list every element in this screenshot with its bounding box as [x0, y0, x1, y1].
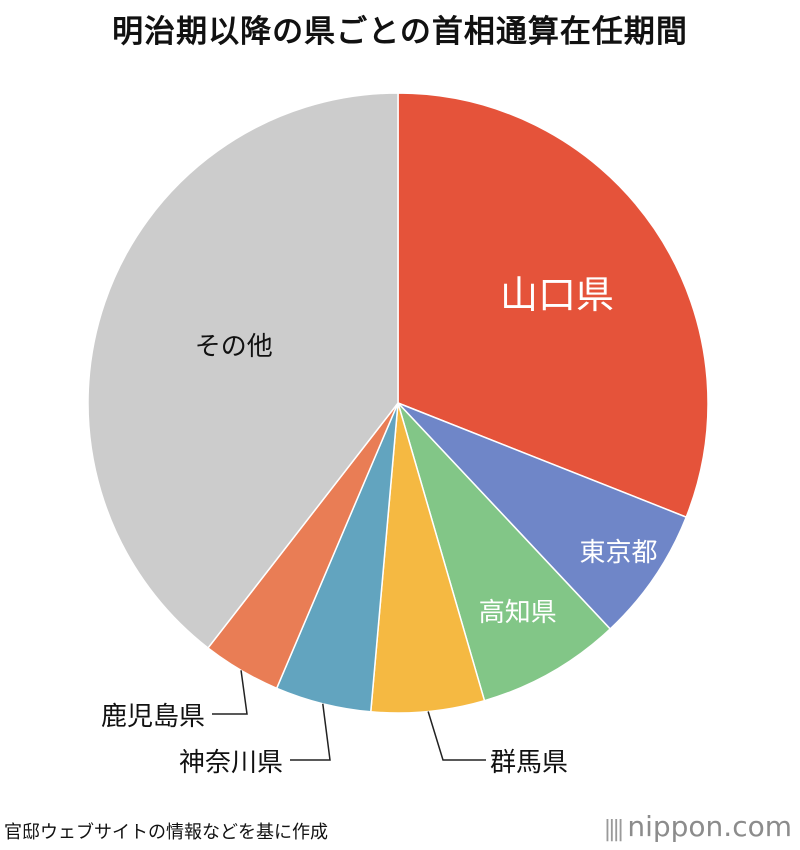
- slice-wedge-2: [397, 402, 612, 702]
- chart-title: 明治期以降の県ごとの首相通算在任期間: [112, 14, 688, 50]
- slice-label-0: 山口県: [500, 273, 614, 317]
- slice-leader-5: [212, 670, 248, 715]
- brand-bars-icon: ||||: [603, 817, 625, 842]
- slice-label-4: 神奈川県: [179, 748, 283, 778]
- slice-label-2: 高知県: [479, 598, 557, 628]
- slice-label-6: その他: [195, 332, 273, 362]
- callout-leaders: [212, 670, 486, 761]
- source-note: 官邸ウェブサイトの情報などを基に作成: [4, 822, 328, 843]
- slice-label-3: 群馬県: [490, 748, 568, 778]
- brand-name: nippon.com: [627, 810, 792, 843]
- brand-logo: |||| nippon.com: [604, 810, 792, 843]
- slice-leader-3: [427, 711, 486, 761]
- slice-wedge-6: [87, 92, 399, 650]
- slice-wedge-1: [397, 402, 688, 631]
- pie-slices: [87, 92, 709, 714]
- slice-leader-4: [290, 703, 331, 761]
- slice-label-5: 鹿児島県: [101, 702, 205, 732]
- slice-wedge-0: [397, 92, 709, 519]
- slice-label-1: 東京都: [579, 538, 657, 568]
